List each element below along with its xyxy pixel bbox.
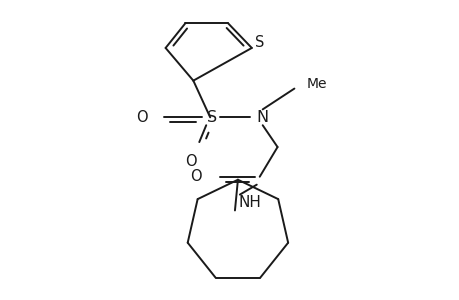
Text: Me: Me [306,76,326,91]
Text: S: S [207,110,217,125]
Text: NH: NH [238,195,261,210]
Text: O: O [190,169,202,184]
Text: S: S [254,34,264,50]
Text: O: O [136,110,147,125]
Text: O: O [185,154,197,169]
Text: N: N [256,110,268,125]
